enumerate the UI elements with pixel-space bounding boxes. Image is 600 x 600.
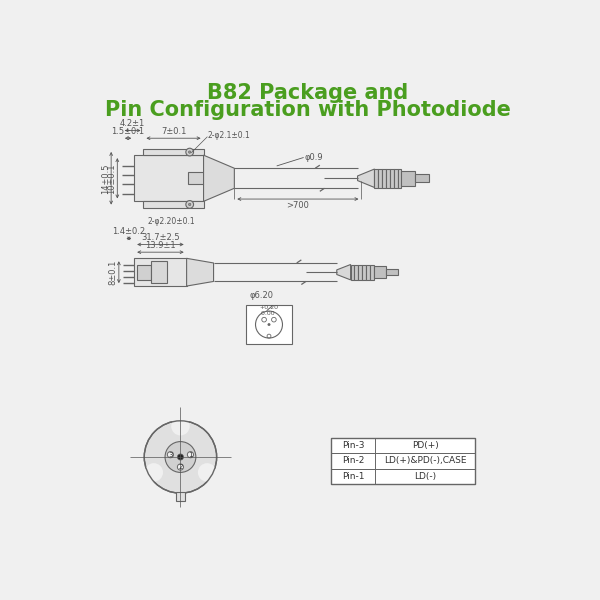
Bar bbox=[314, 166, 326, 191]
Bar bbox=[379, 169, 382, 187]
Bar bbox=[295, 260, 308, 284]
Circle shape bbox=[268, 323, 270, 326]
Text: 0.00: 0.00 bbox=[259, 311, 275, 316]
Text: Pin-1: Pin-1 bbox=[341, 472, 364, 481]
Bar bbox=[188, 172, 203, 184]
Bar bbox=[176, 491, 185, 501]
Bar bbox=[350, 265, 355, 280]
Text: >700: >700 bbox=[286, 202, 310, 211]
Bar bbox=[331, 453, 475, 469]
Text: 31.7±2.5: 31.7±2.5 bbox=[141, 233, 180, 242]
Text: 1.4±0.2: 1.4±0.2 bbox=[112, 227, 145, 236]
Circle shape bbox=[198, 463, 217, 482]
Bar bbox=[151, 262, 167, 283]
Text: 2-φ2.1±0.1: 2-φ2.1±0.1 bbox=[208, 131, 250, 140]
Text: 2-φ2.20±0.1: 2-φ2.20±0.1 bbox=[148, 217, 195, 226]
Polygon shape bbox=[358, 169, 374, 187]
Polygon shape bbox=[203, 155, 235, 202]
Circle shape bbox=[186, 148, 194, 156]
Text: Pin Configuration with Photodiode: Pin Configuration with Photodiode bbox=[104, 100, 511, 120]
Circle shape bbox=[171, 417, 190, 436]
Bar bbox=[362, 265, 366, 280]
Circle shape bbox=[188, 151, 191, 153]
Text: Pin-2: Pin-2 bbox=[342, 457, 364, 466]
Bar bbox=[370, 265, 374, 280]
Bar bbox=[374, 266, 386, 278]
Text: Pin-3: Pin-3 bbox=[341, 441, 364, 450]
Bar bbox=[415, 175, 429, 182]
Polygon shape bbox=[337, 265, 350, 280]
Text: 7±0.1: 7±0.1 bbox=[161, 127, 186, 136]
Bar bbox=[137, 265, 151, 280]
Text: 2: 2 bbox=[178, 464, 182, 470]
Bar bbox=[386, 269, 398, 275]
Bar bbox=[374, 169, 379, 187]
Text: 10±0.1: 10±0.1 bbox=[107, 163, 116, 194]
Circle shape bbox=[178, 454, 184, 460]
Text: 14±0.5: 14±0.5 bbox=[101, 163, 110, 194]
Bar bbox=[358, 265, 362, 280]
Bar bbox=[134, 155, 203, 202]
Bar bbox=[386, 169, 390, 187]
Bar bbox=[134, 259, 187, 286]
Bar bbox=[331, 438, 475, 484]
Circle shape bbox=[187, 452, 194, 458]
Bar bbox=[246, 305, 292, 344]
Bar bbox=[390, 169, 394, 187]
Text: φ0.9: φ0.9 bbox=[304, 153, 323, 162]
Text: 4.2±1: 4.2±1 bbox=[120, 119, 145, 128]
Text: 1: 1 bbox=[188, 452, 193, 458]
Text: B82 Package and: B82 Package and bbox=[207, 83, 408, 103]
Circle shape bbox=[178, 464, 184, 470]
Text: 1.5±0.1: 1.5±0.1 bbox=[112, 127, 145, 136]
Circle shape bbox=[186, 200, 194, 208]
Bar bbox=[143, 202, 203, 208]
Text: 3: 3 bbox=[168, 452, 173, 458]
Circle shape bbox=[144, 421, 217, 493]
Bar bbox=[382, 169, 386, 187]
Bar bbox=[398, 169, 401, 187]
Text: 13.9±1: 13.9±1 bbox=[145, 241, 176, 250]
Bar bbox=[331, 469, 475, 484]
Text: LD(-): LD(-) bbox=[414, 472, 436, 481]
Circle shape bbox=[188, 203, 191, 206]
Circle shape bbox=[167, 452, 173, 458]
Circle shape bbox=[165, 442, 196, 472]
Bar bbox=[355, 265, 358, 280]
Bar bbox=[143, 149, 203, 155]
Text: +0.20: +0.20 bbox=[259, 305, 278, 310]
Bar bbox=[401, 170, 415, 186]
Bar bbox=[331, 438, 475, 453]
Bar bbox=[394, 169, 398, 187]
Text: φ6.20: φ6.20 bbox=[250, 291, 274, 300]
Text: LD(+)&PD(-),CASE: LD(+)&PD(-),CASE bbox=[384, 457, 467, 466]
Text: 8±0.1: 8±0.1 bbox=[109, 260, 118, 285]
Bar bbox=[366, 265, 370, 280]
Text: PD(+): PD(+) bbox=[412, 441, 439, 450]
Circle shape bbox=[145, 463, 163, 482]
Polygon shape bbox=[187, 259, 214, 286]
